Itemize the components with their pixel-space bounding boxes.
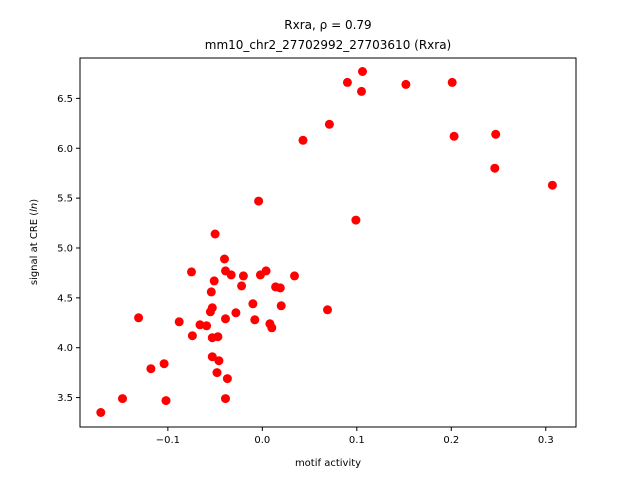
- y-axis-ticks: 3.5 4.0 4.5 5.0 5.5 6.0 6.5: [57, 94, 80, 404]
- data-point-47: [357, 86, 366, 96]
- data-point-29: [237, 281, 247, 291]
- data-point-21: [214, 356, 224, 366]
- x-axis-ticks: −0.1 0.0 0.1 0.2 0.3: [156, 427, 554, 446]
- data-point-13: [206, 287, 216, 297]
- y-tick-label: 4.0: [57, 343, 73, 354]
- data-point-4: [159, 359, 169, 369]
- data-point-37: [267, 323, 277, 333]
- data-points: [96, 67, 557, 417]
- data-point-39: [275, 283, 285, 293]
- data-point-24: [221, 314, 230, 324]
- data-point-51: [449, 131, 459, 141]
- data-point-28: [231, 308, 241, 318]
- chart-title: Rxra, ρ = 0.79 mm10_chr2_27702992_277036…: [205, 18, 451, 52]
- x-tick-label: 0.1: [349, 435, 365, 446]
- data-point-32: [250, 315, 260, 325]
- data-point-11: [202, 321, 212, 331]
- data-point-43: [323, 305, 332, 315]
- plot-area-frame: [79, 57, 577, 428]
- data-point-40: [276, 301, 286, 311]
- x-axis-label: motif activity: [295, 458, 361, 469]
- data-point-14: [207, 303, 217, 313]
- y-tick-label: 5.5: [57, 194, 73, 205]
- data-point-45: [342, 77, 352, 87]
- data-point-17: [209, 276, 219, 286]
- data-point-41: [290, 271, 299, 281]
- data-point-6: [134, 313, 144, 323]
- x-tick-label: −0.1: [156, 435, 180, 446]
- data-point-53: [491, 129, 501, 139]
- data-point-26: [222, 374, 232, 384]
- data-point-2: [118, 394, 127, 404]
- data-point-50: [447, 77, 457, 87]
- data-point-44: [324, 119, 334, 129]
- chart-title-line1: Rxra, ρ = 0.79: [284, 18, 371, 32]
- y-axis-label-suffix: ): [29, 199, 40, 203]
- y-tick-label: 4.5: [57, 293, 73, 304]
- chart-title-line2: mm10_chr2_27702992_27703610 (Rxra): [205, 38, 451, 52]
- data-point-48: [358, 67, 367, 76]
- y-tick-label: 5.0: [57, 243, 73, 254]
- data-point-22: [220, 254, 229, 264]
- data-point-33: [254, 196, 264, 206]
- chart-title-prefix: Rxra,: [284, 18, 319, 32]
- x-tick-label: 0.3: [538, 435, 554, 446]
- y-axis-label-italic: ln: [29, 203, 40, 212]
- x-tick-label: 0.0: [254, 435, 270, 446]
- data-point-27: [226, 270, 236, 280]
- y-tick-label: 3.5: [57, 393, 73, 404]
- data-point-25: [221, 394, 230, 404]
- x-tick-label: 0.2: [443, 435, 459, 446]
- data-point-54: [547, 180, 557, 190]
- chart-title-rho: ρ = 0.79: [320, 18, 372, 32]
- data-point-16: [207, 352, 217, 362]
- y-tick-label: 6.0: [57, 144, 73, 155]
- data-point-5: [146, 364, 156, 374]
- data-point-30: [238, 271, 248, 281]
- y-axis-label-prefix: signal at CRE (: [29, 212, 40, 285]
- data-point-9: [187, 331, 197, 341]
- data-point-7: [174, 317, 184, 327]
- data-point-1: [96, 408, 106, 417]
- data-point-35: [261, 266, 271, 276]
- data-point-3: [161, 396, 171, 406]
- data-point-10: [195, 320, 205, 330]
- data-point-20: [213, 332, 223, 342]
- data-point-18: [210, 229, 220, 239]
- data-point-46: [351, 215, 361, 225]
- data-point-8: [187, 267, 196, 277]
- y-tick-label: 6.5: [57, 94, 73, 105]
- data-point-49: [401, 79, 411, 89]
- data-point-31: [248, 299, 258, 309]
- y-axis-label: signal at CRE (ln): [29, 199, 40, 285]
- data-point-42: [298, 135, 308, 145]
- data-point-52: [490, 163, 500, 173]
- data-point-19: [212, 368, 222, 378]
